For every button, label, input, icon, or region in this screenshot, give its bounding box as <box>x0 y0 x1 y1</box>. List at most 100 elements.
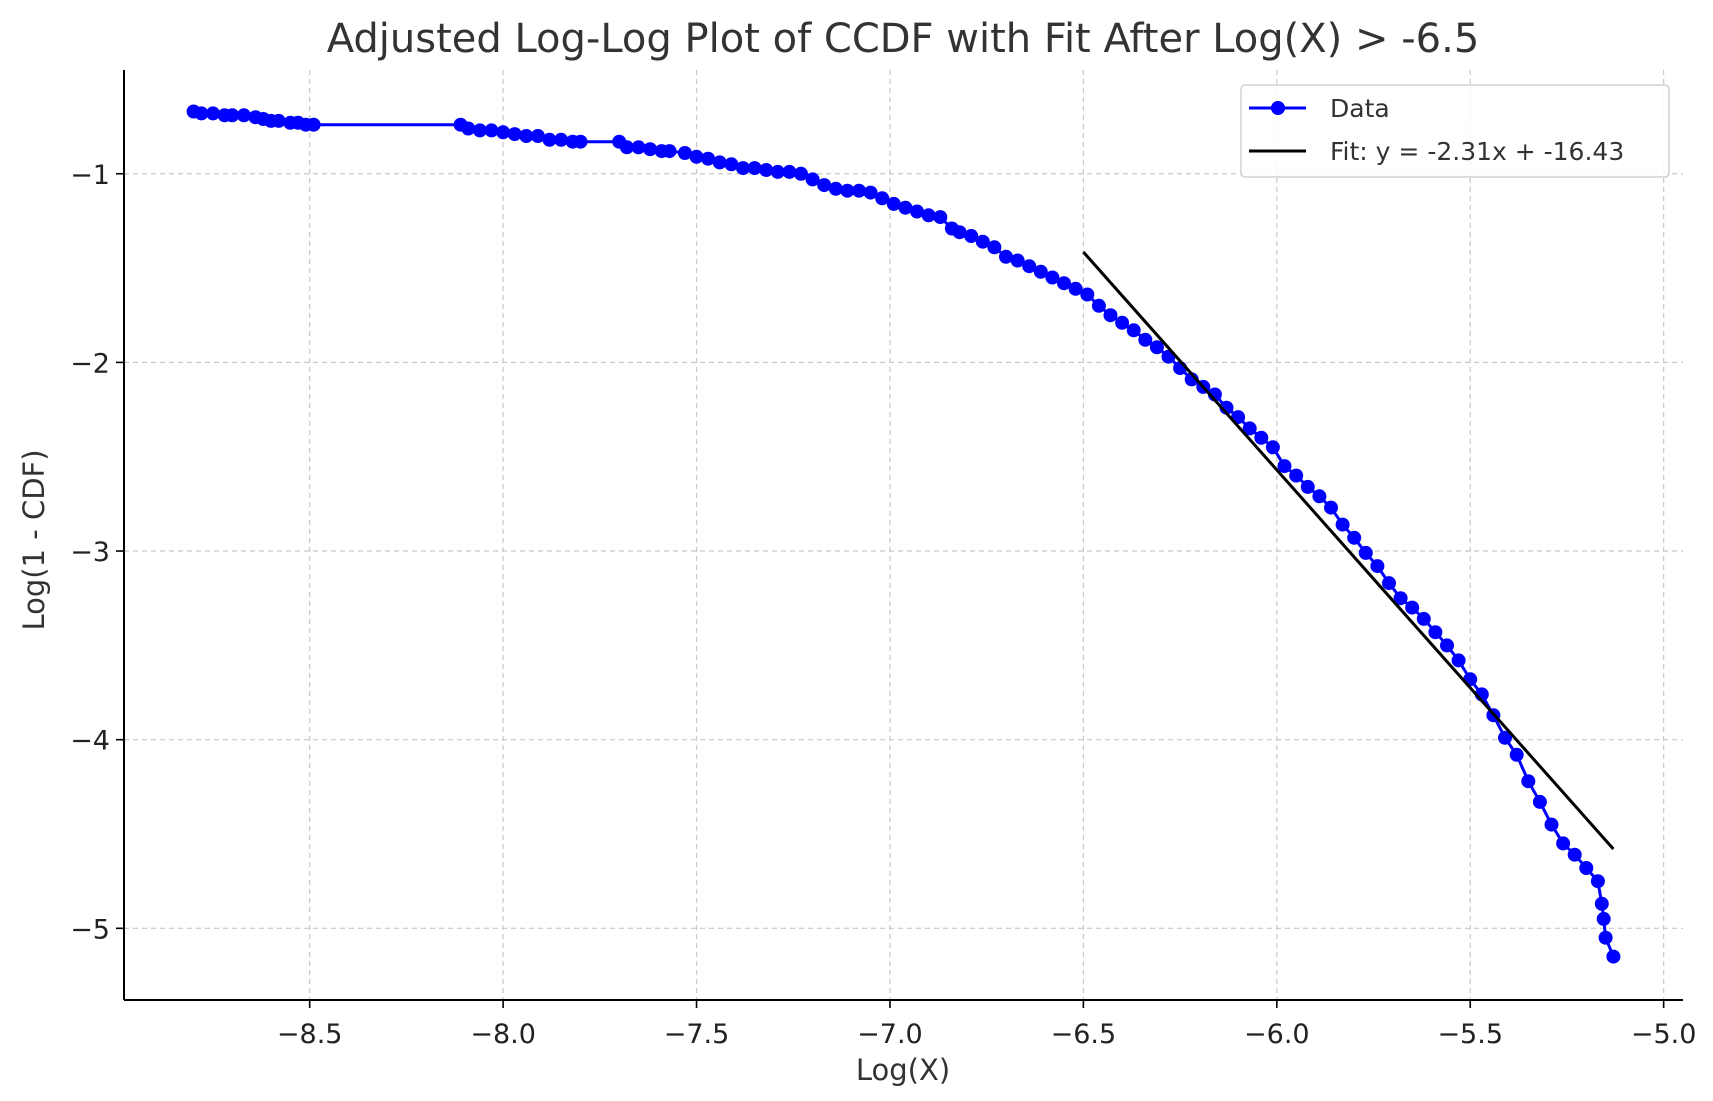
x-tick-label: −7.5 <box>664 1019 730 1050</box>
data-point <box>1277 459 1292 474</box>
data-point <box>271 113 286 128</box>
x-tick-label: −5.0 <box>1631 1019 1697 1050</box>
data-point <box>933 210 948 225</box>
data-point <box>875 191 890 206</box>
data-point <box>1312 489 1327 504</box>
data-point <box>1532 794 1547 809</box>
data-point <box>1393 591 1408 606</box>
y-axis-label: Log(1 - CDF) <box>17 449 51 630</box>
data-point <box>225 108 240 123</box>
data-point <box>805 172 820 187</box>
x-tick-label: −5.5 <box>1437 1019 1503 1050</box>
data-point <box>643 142 658 157</box>
data-point <box>1242 421 1257 436</box>
legend: Data Fit: y = -2.31x + -16.43 <box>1240 84 1670 178</box>
data-point <box>987 240 1002 255</box>
data-point <box>573 134 588 149</box>
data-point <box>1596 911 1611 926</box>
data-point <box>921 208 936 223</box>
data-point <box>1416 611 1431 626</box>
data-point <box>507 127 522 142</box>
legend-fit-label: Fit: y = -2.31x + -16.43 <box>1330 137 1624 166</box>
data-point <box>1022 259 1037 274</box>
legend-data-label: Data <box>1330 94 1390 123</box>
data-point <box>1057 276 1071 291</box>
data-point <box>910 204 924 219</box>
x-axis-ticks: −8.5 −8.0 −7.5 −7.0 −6.5 −6.0 −5.5 −5.0 <box>277 1000 1697 1050</box>
data-point <box>306 117 321 132</box>
data-point <box>975 234 990 249</box>
fit-line <box>1082 251 1615 851</box>
x-tick-label: −8.5 <box>277 1019 343 1050</box>
data-point <box>484 123 499 138</box>
data-point <box>236 108 251 123</box>
data-point <box>1594 896 1609 911</box>
data-point <box>782 164 797 179</box>
data-point <box>840 183 855 198</box>
data-point <box>496 125 511 140</box>
y-tick-label: −1 <box>70 160 110 191</box>
data-point <box>1405 600 1420 615</box>
data-point <box>1324 500 1338 515</box>
data-point <box>1556 836 1571 851</box>
x-axis-label: Log(X) <box>856 1053 950 1087</box>
x-tick-label: −7.0 <box>857 1019 923 1050</box>
chart-title: Adjusted Log-Log Plot of CCDF with Fit A… <box>327 16 1480 62</box>
data-point <box>852 183 866 198</box>
legend-box <box>1240 84 1670 178</box>
data-point <box>1521 774 1536 789</box>
data-point <box>542 132 557 147</box>
y-tick-label: −4 <box>70 726 110 757</box>
x-tick-label: −6.5 <box>1051 1019 1117 1050</box>
data-point <box>1451 653 1466 668</box>
data-point <box>461 121 476 136</box>
data-point <box>1289 468 1304 483</box>
data-point <box>759 163 774 177</box>
data-point <box>736 161 750 176</box>
data-point <box>886 196 901 211</box>
data-point <box>1428 625 1443 640</box>
data-point <box>1103 308 1118 323</box>
data-point <box>1498 730 1512 745</box>
y-tick-label: −3 <box>70 537 110 568</box>
data-point <box>554 132 569 147</box>
data-point <box>1590 874 1605 889</box>
data-point <box>724 157 739 172</box>
data-point <box>952 225 967 240</box>
data-point <box>1091 298 1106 313</box>
data-point <box>1010 253 1025 268</box>
data-point <box>1254 430 1269 445</box>
data-point <box>1370 559 1385 574</box>
data-point <box>1300 479 1315 494</box>
x-tick-label: −8.0 <box>470 1019 536 1050</box>
data-point <box>1115 315 1130 330</box>
data-point <box>1138 332 1153 347</box>
data-point <box>206 106 220 121</box>
data-point <box>1080 287 1095 302</box>
x-tick-label: −6.0 <box>1244 1019 1310 1050</box>
data-point <box>999 249 1013 264</box>
data-point <box>519 129 534 143</box>
data-point <box>964 229 979 243</box>
data-point <box>863 185 878 200</box>
data-point <box>817 178 832 193</box>
data-point <box>1358 545 1373 560</box>
data-point <box>794 166 808 181</box>
data-point <box>701 151 716 166</box>
data-point <box>689 149 704 164</box>
data-point <box>1509 747 1524 762</box>
data-point <box>1265 440 1280 455</box>
data-point <box>1544 817 1559 832</box>
data-point <box>1347 530 1362 545</box>
data-point <box>1149 340 1164 355</box>
data-point <box>619 140 634 155</box>
data-point <box>1598 930 1613 945</box>
data-point <box>677 146 692 160</box>
data-point <box>1440 638 1454 653</box>
data-point <box>194 106 209 121</box>
data-point <box>1033 264 1048 279</box>
y-axis-ticks: −1 −2 −3 −4 −5 <box>70 160 124 945</box>
data-point <box>1045 270 1060 285</box>
y-tick-label: −5 <box>70 914 110 945</box>
data-point <box>1068 281 1083 296</box>
